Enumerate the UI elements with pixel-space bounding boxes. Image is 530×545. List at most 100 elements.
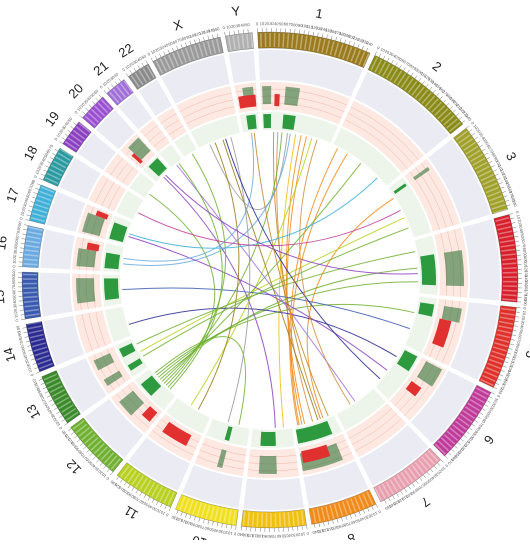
tick-mark: [21, 319, 25, 320]
chromosome-band: [269, 33, 271, 47]
tick-mark: [508, 348, 512, 349]
tick-mark: [86, 450, 89, 453]
tick-mark: [108, 87, 111, 90]
tick-mark: [45, 166, 49, 168]
tick-mark: [115, 81, 117, 84]
tick-mark: [500, 187, 504, 188]
tick-mark: [403, 68, 405, 71]
tick-mark: [142, 63, 144, 66]
tick-mark: [384, 500, 386, 504]
amplification-segment: [263, 114, 271, 128]
tick-mark: [39, 178, 43, 180]
tick-mark: [477, 141, 480, 143]
tick-mark: [422, 81, 424, 84]
tick-mark: [22, 234, 26, 235]
tick-mark: [194, 40, 195, 44]
tick-label: 90: [17, 220, 23, 226]
chromosome-band: [270, 513, 272, 527]
tick-mark: [512, 335, 516, 336]
tick-mark: [31, 201, 35, 202]
tick-mark: [502, 191, 506, 192]
tick-mark: [307, 525, 308, 529]
tick-mark: [514, 236, 518, 237]
links-layer: [122, 132, 418, 428]
tick-mark: [516, 246, 520, 247]
tick-mark: [194, 517, 195, 521]
tick-mark: [50, 157, 53, 159]
tick-mark: [509, 213, 513, 214]
chromosome-label-10: 10: [190, 533, 208, 540]
tick-mark: [146, 61, 148, 64]
tick-mark: [314, 524, 315, 528]
tick-mark: [21, 239, 25, 240]
track-outer-bg: [229, 51, 256, 84]
tick-mark: [477, 416, 480, 418]
tick-mark: [99, 95, 102, 98]
translocation-link: [164, 132, 282, 383]
tick-mark: [503, 366, 507, 367]
tick-mark: [199, 518, 200, 522]
tick-mark: [83, 446, 86, 449]
tick-mark: [407, 70, 409, 73]
tick-mark: [462, 120, 465, 123]
tick-mark: [494, 387, 498, 389]
tick-label: 130: [60, 429, 68, 438]
tick-mark: [313, 32, 314, 36]
tick-mark: [464, 435, 467, 438]
tick-mark: [68, 429, 71, 431]
tick-mark: [222, 523, 223, 527]
tick-mark: [319, 523, 320, 527]
tick-mark: [404, 488, 406, 491]
tick-mark: [327, 35, 328, 39]
tick-mark: [116, 477, 118, 480]
tick-mark: [507, 205, 511, 206]
tick-mark: [489, 396, 493, 398]
tick-mark: [429, 87, 432, 90]
tick-mark: [505, 200, 509, 201]
tick-mark: [181, 512, 182, 516]
tick-mark: [128, 485, 130, 488]
tick-mark: [302, 526, 303, 530]
tick-mark: [217, 34, 218, 38]
tick-mark: [100, 463, 103, 466]
tick-mark: [65, 134, 68, 136]
tick-mark: [59, 416, 62, 418]
tick-mark: [124, 482, 126, 485]
tick-mark: [120, 479, 122, 482]
tick-label: 40: [113, 71, 120, 78]
tick-mark: [376, 504, 378, 508]
tick-label: 150: [384, 504, 393, 512]
copy-gain-block: [444, 250, 464, 286]
tick-mark: [366, 48, 368, 52]
deletion-segment: [274, 94, 280, 106]
tick-mark: [513, 232, 517, 233]
tick-mark: [353, 43, 354, 47]
tick-mark: [226, 524, 227, 528]
tick-mark: [455, 446, 458, 449]
tick-mark: [41, 174, 45, 176]
tick-mark: [27, 215, 31, 216]
chromosome-band: [503, 281, 517, 283]
tick-label: 140: [311, 529, 319, 535]
track-outer-bg: [40, 229, 75, 269]
translocation-link: [210, 133, 287, 210]
tick-mark: [77, 439, 80, 442]
tick-mark: [159, 54, 161, 58]
tick-label: 140: [236, 532, 244, 538]
tick-mark: [420, 478, 422, 481]
tick-mark: [431, 469, 434, 472]
tick-mark: [80, 443, 83, 446]
tick-mark: [155, 56, 157, 60]
tick-mark: [469, 129, 472, 131]
tick-mark: [93, 456, 96, 459]
tick-mark: [119, 79, 121, 82]
tick-mark: [516, 312, 520, 313]
tick-mark: [480, 412, 483, 414]
translocation-link: [290, 148, 338, 425]
tick-mark: [33, 363, 37, 364]
tick-mark: [110, 472, 113, 475]
tick-label: 70: [48, 143, 55, 150]
tick-mark: [451, 449, 454, 452]
tick-mark: [152, 499, 154, 503]
tick-mark: [236, 526, 237, 530]
